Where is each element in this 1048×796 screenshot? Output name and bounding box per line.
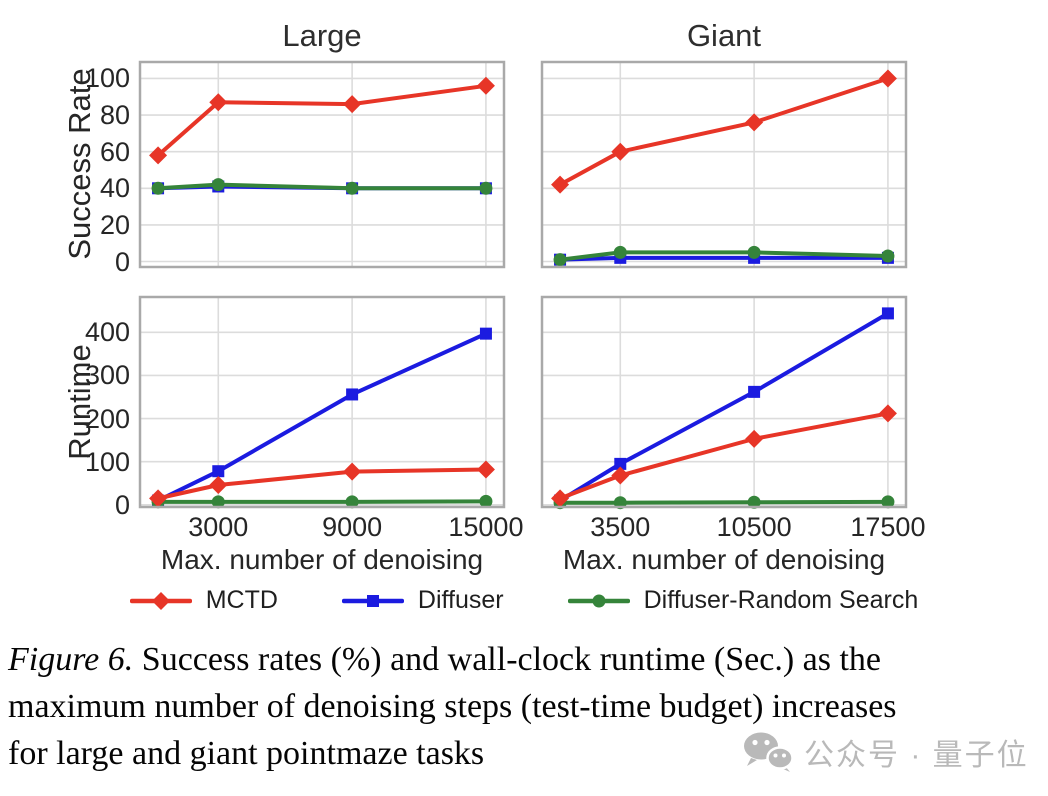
line-charts-canvas: [138, 60, 908, 510]
marker-diffuser-random-search: [345, 495, 359, 509]
x-tick-label: 17500: [850, 512, 926, 542]
series-line-diffuser: [558, 311, 890, 503]
y-tick-label: 60: [99, 136, 130, 167]
plot-border: [540, 60, 908, 269]
y-tick-label: 100: [84, 446, 130, 477]
series-line-mctd: [558, 411, 890, 501]
marker-diffuser-random-search: [211, 178, 225, 192]
marker-diffuser: [212, 465, 225, 478]
diamond-legend-marker: [129, 591, 192, 610]
marker-mctd: [149, 489, 168, 508]
marker-diffuser-random-search: [479, 494, 493, 508]
x-tick-label: 9000: [322, 512, 383, 542]
marker-diffuser-random-search: [211, 495, 225, 509]
series-line-mctd: [558, 76, 890, 187]
y-tick-label: 200: [84, 403, 130, 434]
legend: MCTD Diffuser Diffuser-Random Search: [0, 586, 1048, 615]
legend-item-diffuser: Diffuser: [341, 586, 504, 615]
series-line-diffuser-random-search: [156, 182, 488, 191]
legend-item-mctd: MCTD: [129, 586, 278, 615]
series-line-diffuser-random-search: [558, 250, 890, 262]
caption-line: Figure 6. Success rates (%) and wall-clo…: [8, 636, 1044, 683]
y-tick-label: 0: [114, 246, 130, 277]
caption-figure-label: Figure 6.: [8, 641, 134, 678]
legend-marker: [592, 594, 606, 607]
x-axis-label-left: Max. number of denoising: [160, 544, 484, 575]
marker-mctd: [476, 76, 495, 95]
series-line-diffuser-random-search: [558, 499, 890, 505]
plot-border: [138, 60, 506, 269]
plot-border: [138, 295, 506, 509]
series-line-diffuser: [156, 331, 488, 503]
caption-line: maximum number of denoising steps (test-…: [8, 688, 897, 725]
marker-mctd: [209, 93, 228, 112]
marker-diffuser-random-search: [613, 245, 627, 259]
marker-diffuser-random-search: [151, 181, 165, 195]
x-tick-label: 3500: [590, 512, 651, 542]
subplot-title-large: Large: [282, 18, 362, 53]
marker-diffuser-random-search: [881, 495, 895, 509]
marker-diffuser: [881, 307, 894, 320]
y-tick-label: 80: [99, 100, 130, 131]
plot-area: [542, 297, 906, 507]
figure-caption: Figure 6. Success rates (%) and wall-clo…: [8, 636, 1044, 777]
circle-legend-marker: [567, 594, 630, 607]
legend-marker: [366, 594, 379, 607]
x-tick-label: 10500: [716, 512, 792, 542]
wechat-icon: [744, 732, 794, 772]
marker-mctd: [476, 460, 495, 479]
marker-mctd: [745, 429, 764, 448]
marker-diffuser-random-search: [479, 181, 493, 195]
marker-mctd: [611, 142, 630, 161]
x-axis-label-right: Max. number of denoising: [562, 544, 886, 575]
marker-mctd: [611, 466, 630, 485]
y-tick-label: 40: [99, 173, 130, 204]
marker-diffuser-random-search: [345, 181, 359, 195]
watermark-text: 公众号 · 量子位: [804, 739, 1029, 772]
y-tick-label: 0: [114, 489, 130, 520]
y-tick-label: 300: [84, 360, 130, 391]
square-legend-marker: [341, 594, 404, 607]
marker-mctd: [878, 404, 897, 423]
marker-diffuser-random-search: [747, 245, 761, 259]
marker-mctd: [343, 462, 362, 481]
legend-label: Diffuser-Random Search: [643, 586, 919, 614]
y-tick-label: 100: [84, 63, 130, 94]
series-line-mctd: [156, 467, 488, 501]
legend-label: MCTD: [205, 586, 278, 614]
marker-mctd: [551, 489, 570, 508]
caption-line: for large and giant pointmaze tasks: [8, 735, 485, 772]
marker-diffuser: [614, 457, 627, 470]
subplot-title-giant: Giant: [686, 18, 762, 53]
plot-area: [140, 62, 504, 267]
watermark: 公众号 · 量子位: [742, 730, 1029, 774]
marker-diffuser: [748, 385, 761, 398]
legend-label: Diffuser: [417, 586, 504, 614]
marker-diffuser: [346, 388, 359, 401]
plot-border: [540, 295, 908, 509]
marker-diffuser-random-search: [747, 495, 761, 509]
series-line-diffuser: [558, 255, 890, 262]
series-line-mctd: [156, 83, 488, 158]
x-tick-label: 15000: [448, 512, 524, 542]
marker-mctd: [149, 146, 168, 165]
marker-mctd: [209, 476, 228, 495]
plot-area: [542, 62, 906, 267]
caption-text: Success rates (%) and wall-clock runtime…: [141, 641, 881, 678]
marker-diffuser-random-search: [881, 249, 895, 263]
marker-mctd: [551, 175, 570, 194]
marker-mctd: [745, 113, 764, 132]
legend-item-diffuser-random-search: Diffuser-Random Search: [567, 586, 919, 615]
x-tick-label: 3000: [188, 512, 249, 542]
marker-mctd: [343, 95, 362, 114]
marker-diffuser: [479, 327, 492, 340]
legend-marker: [151, 591, 170, 610]
marker-mctd: [878, 69, 897, 88]
marker-diffuser-random-search: [553, 253, 567, 267]
y-tick-label: 20: [99, 209, 130, 240]
y-tick-label: 400: [84, 317, 130, 348]
